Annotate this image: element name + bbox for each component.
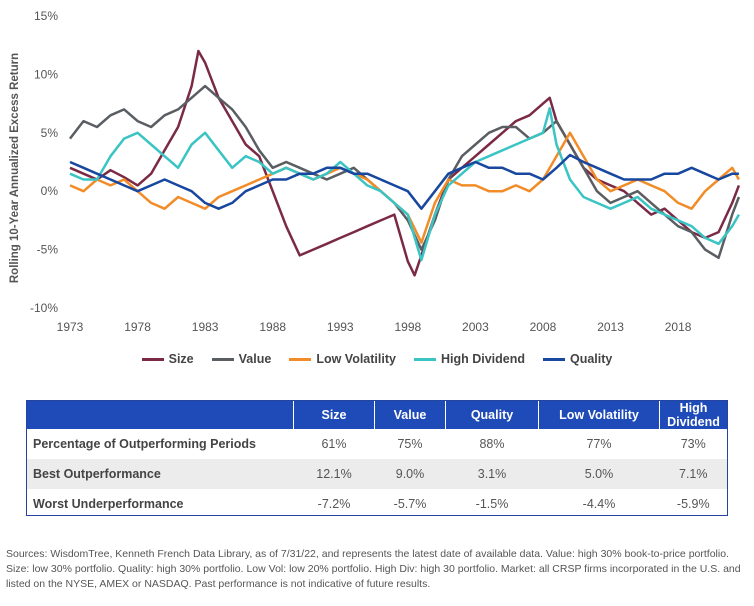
line-chart: Rolling 10-Year Annualized Excess Return… bbox=[9, 9, 741, 334]
legend-item-value: Value bbox=[211, 352, 272, 366]
table-header-high-dividend: High Dividend bbox=[659, 401, 727, 429]
x-tick-label: 1998 bbox=[394, 320, 421, 334]
legend-swatch-quality bbox=[542, 357, 565, 361]
summary-table-container: Size Value Quality Low Volatility High D… bbox=[26, 400, 728, 516]
table-cell: 88% bbox=[479, 437, 505, 451]
table-cell: 75% bbox=[397, 437, 423, 451]
x-axis-ticks: 1973 1978 1983 1988 1993 1998 2003 2008 2013 2018 bbox=[57, 320, 692, 334]
legend-swatch-high-dividend bbox=[413, 357, 436, 361]
series-line-high-dividend bbox=[69, 107, 740, 262]
y-tick-label: -10% bbox=[30, 301, 58, 315]
table-cell: 12.1% bbox=[293, 459, 375, 489]
legend-item-size: Size bbox=[141, 352, 194, 366]
chart-lines bbox=[69, 49, 741, 277]
table-header-value: Value bbox=[374, 401, 446, 429]
series-line-size bbox=[69, 49, 741, 277]
legend-item-quality: Quality bbox=[542, 352, 613, 366]
table-cell: 7.1% bbox=[659, 459, 727, 489]
x-tick-label: 2018 bbox=[665, 320, 692, 334]
table-header-low-volatility: Low Volatility bbox=[538, 401, 660, 429]
y-tick-label: -5% bbox=[37, 243, 59, 257]
x-tick-label: 1988 bbox=[259, 320, 286, 334]
x-tick-label: 1993 bbox=[327, 320, 354, 334]
x-tick-label: 1983 bbox=[192, 320, 219, 334]
legend-label-high-dividend: High Dividend bbox=[440, 352, 525, 366]
y-tick-label: 0% bbox=[41, 184, 59, 198]
x-tick-label: 2008 bbox=[530, 320, 557, 334]
x-tick-label: 2013 bbox=[597, 320, 624, 334]
table-cell: 73% bbox=[680, 437, 706, 451]
y-axis-label: Rolling 10-Year Annualized Excess Return bbox=[9, 53, 21, 283]
table-row-label: Worst Underperformance bbox=[33, 497, 184, 511]
legend-label-low-volatility: Low Volatility bbox=[316, 352, 396, 366]
legend-label-quality: Quality bbox=[569, 352, 613, 366]
table-cell: -4.4% bbox=[582, 497, 616, 511]
table-row-label: Best Outperformance bbox=[27, 459, 294, 489]
table-header-row: Size Value Quality Low Volatility High D… bbox=[27, 401, 727, 429]
x-tick-label: 1978 bbox=[124, 320, 151, 334]
table-cell: 9.0% bbox=[374, 459, 446, 489]
legend-label-size: Size bbox=[168, 352, 194, 366]
series-line-value bbox=[69, 84, 741, 260]
x-tick-label: 2003 bbox=[462, 320, 489, 334]
legend-label-value: Value bbox=[238, 352, 272, 366]
table-cell: -5.9% bbox=[676, 497, 710, 511]
y-tick-label: 10% bbox=[34, 67, 58, 81]
legend-swatch-size bbox=[141, 357, 164, 361]
table-cell: 3.1% bbox=[445, 459, 539, 489]
table-cell: 61% bbox=[321, 437, 347, 451]
x-tick-label: 1973 bbox=[57, 320, 84, 334]
table-cell: 5.0% bbox=[538, 459, 660, 489]
y-tick-label: 5% bbox=[41, 126, 59, 140]
table-cell: -1.5% bbox=[475, 497, 509, 511]
legend-item-low-volatility: Low Volatility bbox=[289, 352, 396, 366]
table-row: Best Outperformance 12.1% 9.0% 3.1% 5.0%… bbox=[27, 459, 727, 489]
y-axis-ticks: 15% 10% 5% 0% -5% -10% bbox=[30, 9, 58, 315]
series-line-quality bbox=[69, 153, 739, 210]
summary-table: Size Value Quality Low Volatility High D… bbox=[27, 401, 727, 519]
chart-legend: Size Value Low Volatility High Dividend … bbox=[0, 352, 754, 366]
series-line-low-volatility bbox=[69, 131, 740, 244]
table-header-blank bbox=[27, 401, 294, 429]
table-cell: -5.7% bbox=[393, 497, 427, 511]
table-row-label: Percentage of Outperforming Periods bbox=[33, 437, 256, 451]
table-cell: 77% bbox=[586, 437, 612, 451]
table-header-quality: Quality bbox=[445, 401, 539, 429]
legend-swatch-value bbox=[211, 357, 234, 361]
table-header-size: Size bbox=[293, 401, 375, 429]
table-row: Percentage of Outperforming Periods 61% … bbox=[27, 429, 727, 459]
table-row: Worst Underperformance -7.2% -5.7% -1.5%… bbox=[27, 489, 727, 519]
sources-footnote: Sources: WisdomTree, Kenneth French Data… bbox=[6, 548, 741, 590]
legend-swatch-low-volatility bbox=[289, 357, 312, 361]
table-cell: -7.2% bbox=[317, 497, 351, 511]
legend-item-high-dividend: High Dividend bbox=[413, 352, 525, 366]
y-tick-label: 15% bbox=[34, 9, 58, 23]
